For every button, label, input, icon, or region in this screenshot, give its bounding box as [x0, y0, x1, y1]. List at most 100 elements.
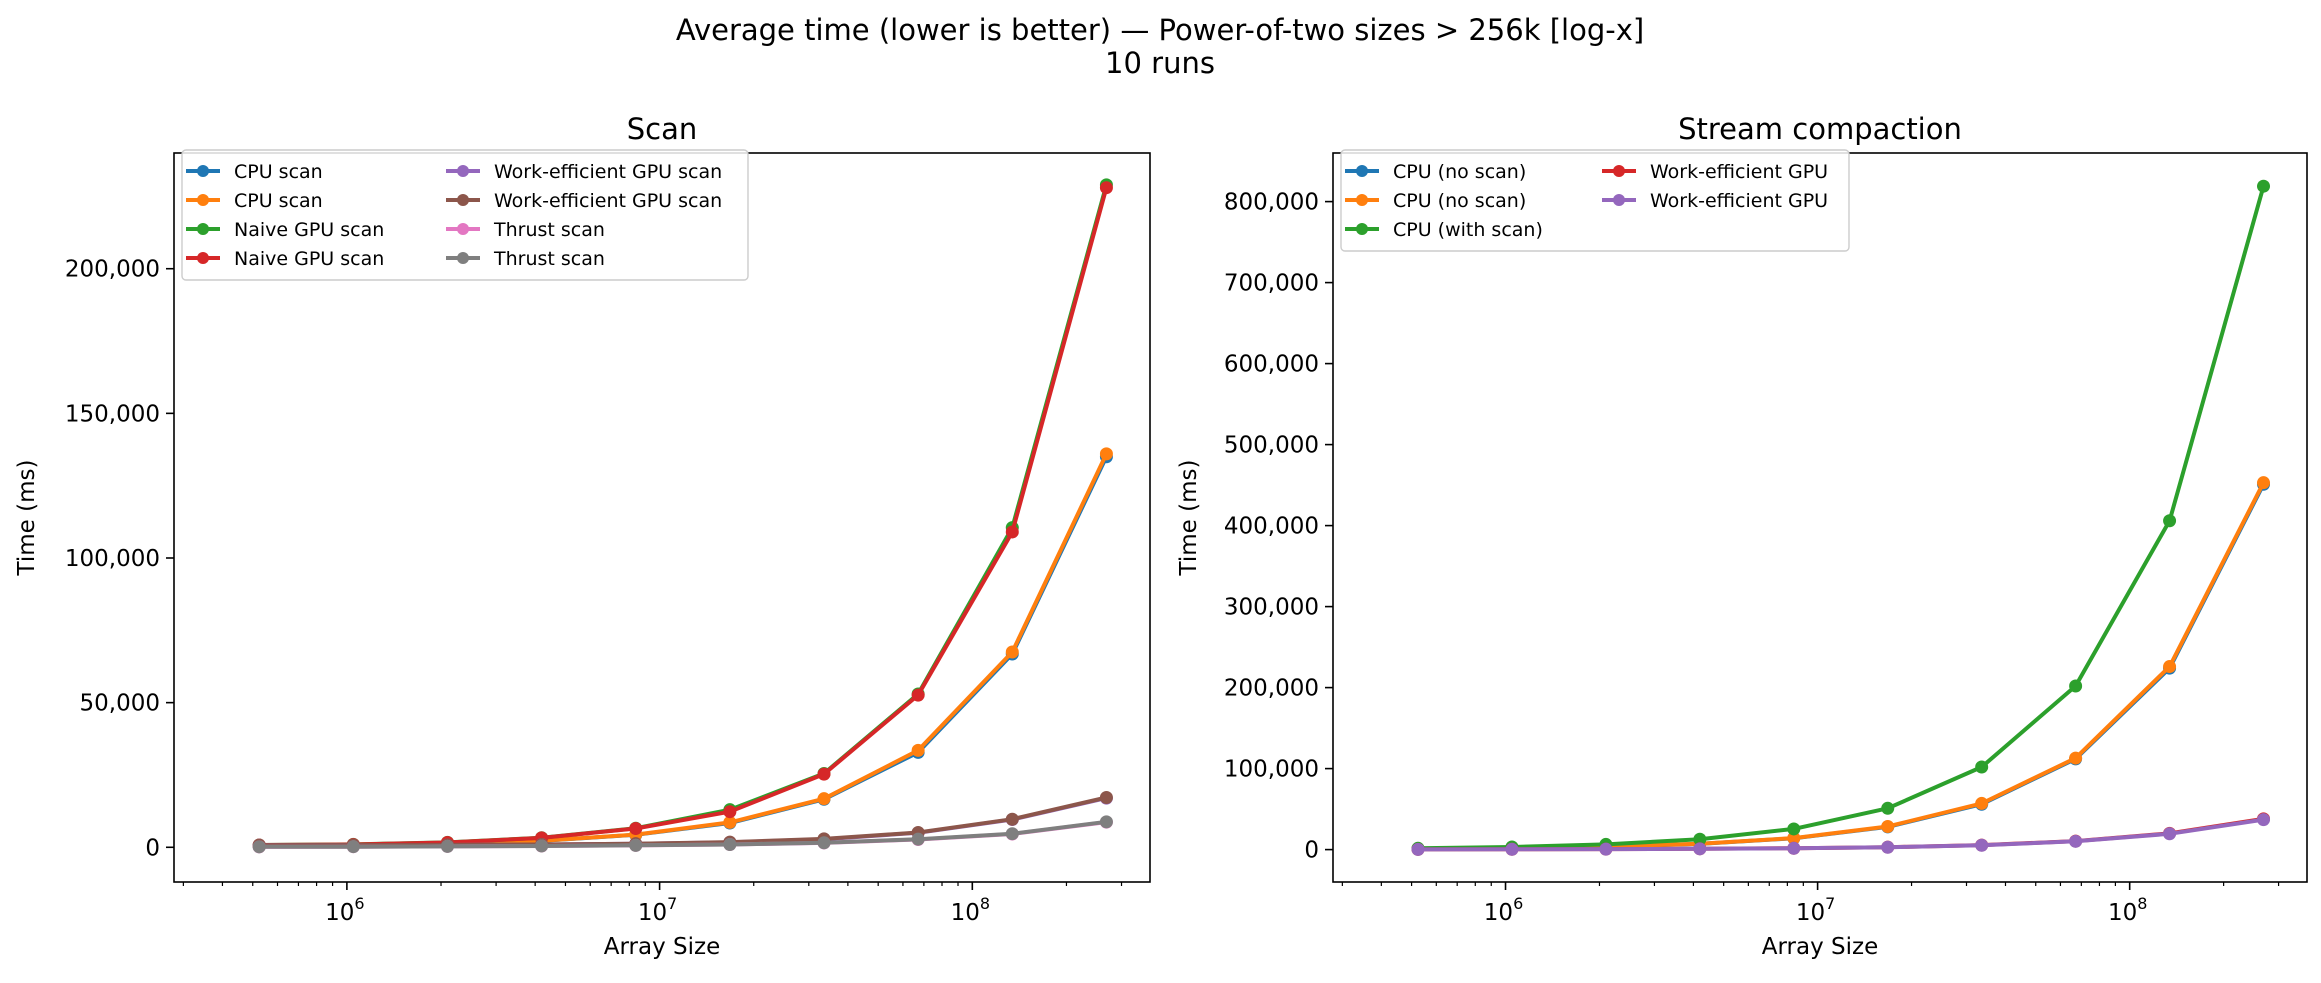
- figure-suptitle: Average time (lower is better) — Power-o…: [676, 13, 1644, 47]
- data-point: [346, 840, 360, 854]
- data-point: [2163, 514, 2177, 528]
- data-point: [440, 839, 454, 853]
- legend-box: [181, 149, 749, 281]
- data-point: [2257, 813, 2271, 827]
- data-point: [1099, 447, 1113, 461]
- legend-marker: [1613, 165, 1625, 177]
- series-line: [257, 454, 1109, 849]
- x-tick-label: 107: [638, 894, 677, 926]
- data-point: [1411, 842, 1425, 856]
- legend-label: CPU scan: [234, 190, 323, 212]
- data-point: [2163, 827, 2177, 841]
- scan-chart: Scan 0 50,000 100,000 150,000 200,000 106 107 10…: [14, 112, 1151, 960]
- y-tick-label: 800,000: [1224, 190, 1319, 216]
- data-point: [629, 838, 643, 852]
- x-tick-label: 107: [1796, 894, 1835, 926]
- data-point: [1975, 760, 1989, 774]
- legend-marker: [197, 223, 209, 235]
- y-tick-label: 50,000: [80, 691, 160, 717]
- y-tick-label: 300,000: [1224, 595, 1319, 621]
- legend-marker: [1356, 194, 1368, 206]
- y-tick-label: 100,000: [65, 546, 160, 572]
- figure-subtitle: 10 runs: [1105, 46, 1215, 80]
- legend-label: Work-efficient GPU scan: [494, 161, 722, 183]
- legend-marker: [457, 165, 469, 177]
- legend-marker: [197, 194, 209, 206]
- data-point: [2069, 679, 2083, 693]
- data-point: [535, 839, 549, 853]
- data-point: [911, 688, 925, 702]
- data-point: [2069, 834, 2083, 848]
- x-tick-label: 108: [951, 894, 990, 926]
- data-point: [1099, 791, 1113, 805]
- data-point: [2257, 179, 2271, 193]
- legend-label: CPU scan: [234, 161, 323, 183]
- data-point: [911, 832, 925, 846]
- data-point: [817, 792, 831, 806]
- data-point: [1881, 820, 1895, 834]
- data-point: [1005, 812, 1019, 826]
- y-axis-label: Time (ms): [1176, 460, 1202, 577]
- data-point: [252, 840, 266, 854]
- data-point: [723, 837, 737, 851]
- data-point: [1975, 838, 1989, 852]
- legend-marker: [457, 252, 469, 264]
- legend-label: Naive GPU scan: [234, 219, 384, 241]
- y-tick-label: 0: [145, 835, 160, 861]
- data-point: [1505, 842, 1519, 856]
- series-line: [257, 819, 1109, 849]
- data-point: [1881, 840, 1895, 854]
- series-line: [1416, 184, 2266, 851]
- y-tick-label: 500,000: [1224, 433, 1319, 459]
- legend-label: CPU (with scan): [1393, 219, 1543, 241]
- y-tick-label: 200,000: [65, 257, 160, 283]
- chart-title: Scan: [627, 112, 698, 146]
- y-tick-label: 200,000: [1224, 676, 1319, 702]
- data-point: [1005, 827, 1019, 841]
- legend-marker: [197, 165, 209, 177]
- data-point: [1099, 181, 1113, 195]
- legend-label: CPU (no scan): [1393, 161, 1526, 183]
- data-point: [1005, 645, 1019, 659]
- series-line: [1416, 482, 2266, 851]
- x-tick-label: 106: [1484, 894, 1523, 926]
- legend-marker: [457, 194, 469, 206]
- x-axis-label: Array Size: [1762, 934, 1878, 960]
- data-point: [2257, 476, 2271, 490]
- legend-label: Work-efficient GPU scan: [494, 190, 722, 212]
- y-tick-label: 0: [1304, 838, 1319, 864]
- data-point: [1099, 815, 1113, 829]
- data-point: [817, 767, 831, 781]
- series-line: [1416, 480, 2266, 851]
- y-tick-label: 150,000: [65, 401, 160, 427]
- data-point: [1787, 831, 1801, 845]
- x-axis-label: Array Size: [604, 934, 720, 960]
- series-line: [257, 451, 1109, 849]
- x-tick-label: 108: [2108, 894, 2147, 926]
- legend-marker: [197, 252, 209, 264]
- legend-label: Work-efficient GPU: [1650, 190, 1828, 212]
- data-point: [1975, 796, 1989, 810]
- stream-compaction-chart: Stream compaction 0 100,000 200,000 300,000 4…: [1176, 112, 2308, 960]
- legend-marker: [1613, 194, 1625, 206]
- x-tick-label: 106: [325, 894, 364, 926]
- data-point: [911, 743, 925, 757]
- data-point: [629, 821, 643, 835]
- chart-title: Stream compaction: [1678, 112, 1962, 146]
- series-line: [1416, 817, 2266, 852]
- legend-label: CPU (no scan): [1393, 190, 1526, 212]
- legend-label: Work-efficient GPU: [1650, 161, 1828, 183]
- legend-box: [1340, 149, 1850, 252]
- legend-label: Naive GPU scan: [234, 248, 384, 270]
- data-point: [1787, 822, 1801, 836]
- y-tick-label: 100,000: [1224, 757, 1319, 783]
- data-point: [723, 805, 737, 819]
- series-line: [257, 185, 1109, 847]
- y-tick-label: 700,000: [1224, 271, 1319, 297]
- data-point: [1005, 525, 1019, 539]
- data-point: [1693, 842, 1707, 856]
- data-point: [817, 836, 831, 850]
- plot-frame: [1332, 152, 2308, 883]
- data-point: [723, 815, 737, 829]
